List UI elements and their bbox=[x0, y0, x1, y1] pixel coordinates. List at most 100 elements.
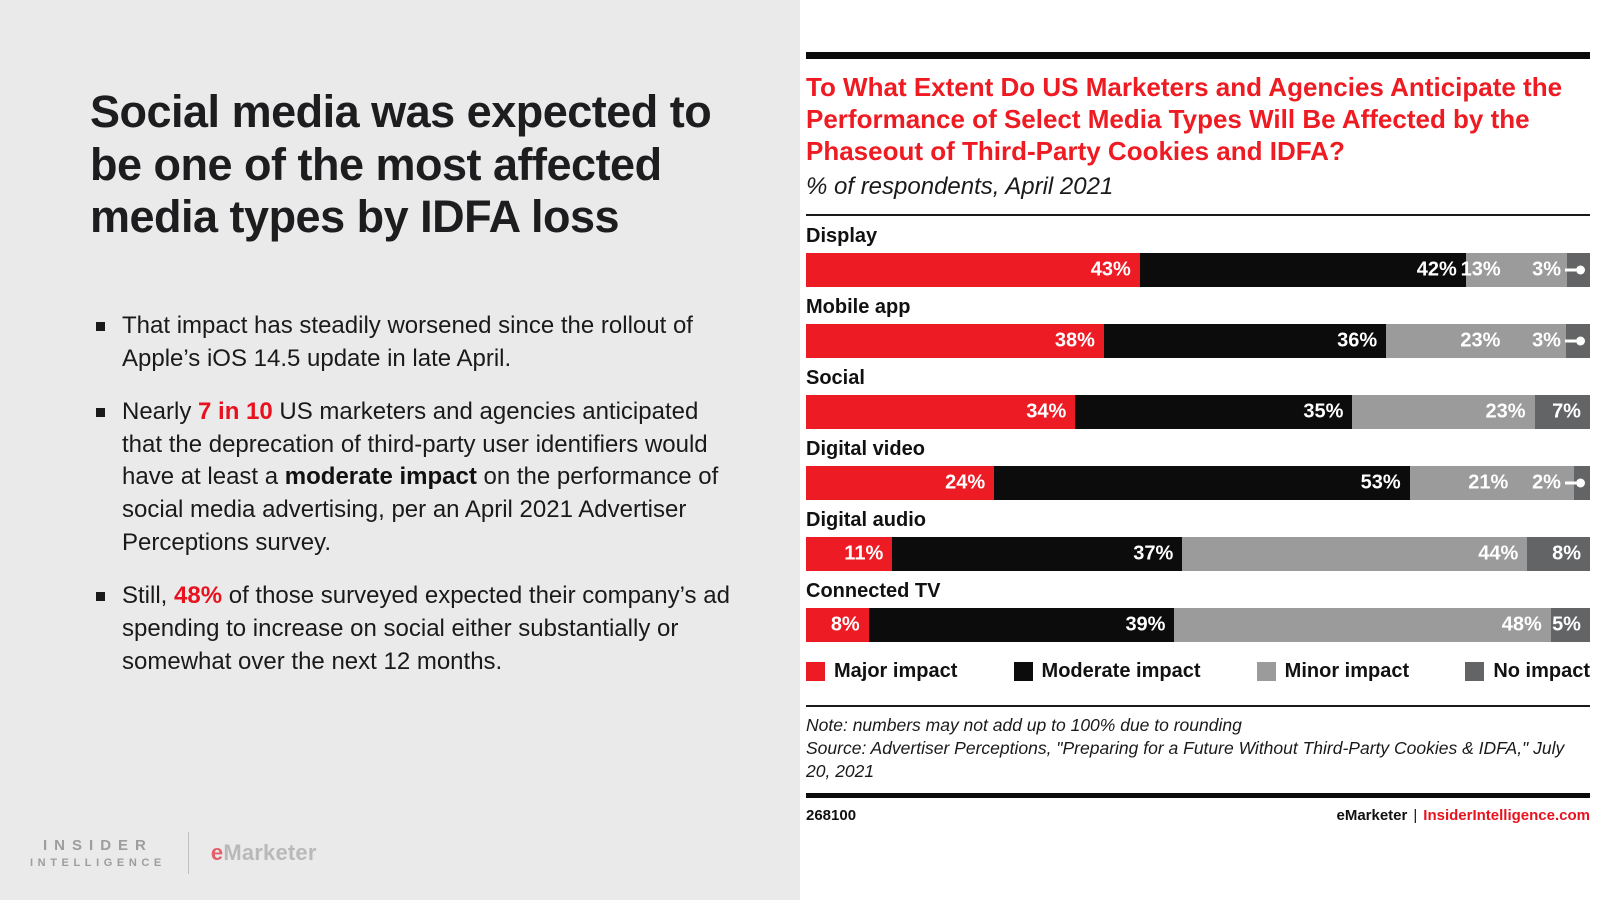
no-impact-callout: 2% bbox=[1532, 471, 1585, 494]
segment-value-label: 35% bbox=[1303, 400, 1344, 423]
source-line: Source: Advertiser Perceptions, "Prepari… bbox=[806, 737, 1565, 782]
segment-value-label: 11% bbox=[844, 542, 884, 565]
bar-segment-minor-impact: 23% bbox=[1352, 394, 1535, 429]
segment-value-label: 23% bbox=[1485, 400, 1526, 423]
bar-row: Digital video 24% 53% 21% 2% bbox=[806, 435, 1590, 500]
callout-dot-icon bbox=[1575, 336, 1585, 346]
callout-dot-icon bbox=[1575, 478, 1585, 488]
no-impact-callout: 3% bbox=[1532, 329, 1585, 352]
bar-segment-moderate-impact: 39% bbox=[868, 607, 1175, 642]
chart-title: To What Extent Do US Marketers and Agenc… bbox=[806, 72, 1563, 167]
legend-swatch-icon bbox=[806, 661, 825, 681]
no-impact-callout: 3% bbox=[1532, 258, 1585, 281]
bar-segment-moderate-impact: 42% bbox=[1139, 252, 1466, 287]
insider-intelligence-logo: INSIDER INTELLIGENCE bbox=[30, 837, 166, 869]
bar-row-label: Mobile app bbox=[806, 295, 911, 318]
bar-row-label: Connected TV bbox=[806, 579, 941, 602]
legend-swatch-icon bbox=[1465, 661, 1485, 681]
emarketer-logo-text: Marketer bbox=[223, 840, 317, 865]
bar-row-label: Digital audio bbox=[806, 508, 926, 531]
bullet-list: That impact has steadily worsened since … bbox=[96, 310, 744, 679]
bar-segment-major-impact: 24% bbox=[806, 465, 995, 500]
chart-subtitle: % of respondents, April 2021 bbox=[806, 172, 1114, 200]
bar-segment-major-impact: 38% bbox=[806, 323, 1104, 358]
footer-insiderintelligence: InsiderIntelligence.com bbox=[1423, 806, 1590, 824]
bar-row: Display 43% 42% 13% 3% bbox=[806, 222, 1590, 287]
stacked-bar: 34% 35% 23% 7% bbox=[806, 394, 1590, 429]
legend-label: Minor impact bbox=[1284, 659, 1410, 682]
chart-panel: To What Extent Do US Marketers and Agenc… bbox=[800, 0, 1600, 900]
logo-divider bbox=[187, 832, 189, 874]
bar-segment-no-impact: 3% bbox=[1532, 252, 1590, 287]
segment-value-label: 13% bbox=[1460, 258, 1501, 281]
legend-item: Moderate impact bbox=[1013, 659, 1201, 683]
bar-segment-no-impact: 7% bbox=[1534, 394, 1590, 429]
bar-segment-moderate-impact: 53% bbox=[994, 465, 1410, 500]
legend-label: No impact bbox=[1493, 659, 1590, 682]
legend-item: Major impact bbox=[806, 660, 957, 683]
bar-segment-major-impact: 11% bbox=[806, 536, 893, 571]
insider-logo-line2: INTELLIGENCE bbox=[30, 857, 166, 869]
bar-segment-major-impact: 34% bbox=[806, 394, 1076, 429]
legend-label: Moderate impact bbox=[1041, 659, 1201, 682]
slide-headline: Social media was expected to be one of t… bbox=[90, 86, 712, 243]
segment-value-label: 43% bbox=[1090, 258, 1131, 281]
chart-notes: Note: numbers may not add up to 100% due… bbox=[806, 714, 1590, 784]
segment-value-label: 8% bbox=[830, 613, 860, 636]
legend-item: Minor impact bbox=[1256, 659, 1410, 683]
stacked-bar-chart: Display 43% 42% 13% 3% Mobile app 38% 36% 23% 3% S… bbox=[806, 222, 1590, 642]
segment-value-label: 5% bbox=[1552, 613, 1581, 636]
callout-dot-icon bbox=[1575, 265, 1585, 275]
chart-footer: 268100 eMarketer | InsiderIntelligence.com bbox=[806, 807, 1590, 824]
segment-value-label: 53% bbox=[1360, 471, 1401, 494]
bar-segment-no-impact: 2% bbox=[1532, 465, 1590, 500]
segment-value-label: 24% bbox=[945, 471, 986, 494]
emarketer-logo-e: e bbox=[210, 840, 224, 865]
footer-emarketer: eMarketer bbox=[1336, 806, 1408, 824]
bar-segment-no-impact: 3% bbox=[1532, 323, 1590, 358]
bar-segment-minor-impact: 21% bbox=[1409, 465, 1575, 500]
segment-value-label: 34% bbox=[1026, 400, 1067, 423]
bar-segment-moderate-impact: 37% bbox=[892, 536, 1183, 571]
footer-brand: eMarketer | InsiderIntelligence.com bbox=[1336, 807, 1590, 824]
bar-row: Digital audio 11% 37% 44% 8% bbox=[806, 506, 1590, 571]
segment-value-label: 37% bbox=[1133, 542, 1174, 565]
legend-swatch-icon bbox=[1013, 661, 1033, 681]
segment-value-label: 48% bbox=[1501, 613, 1542, 636]
chart-id: 268100 bbox=[806, 806, 857, 824]
legend-swatch-icon bbox=[1256, 661, 1276, 681]
bar-row: Connected TV 8% 39% 48% 5% bbox=[806, 577, 1590, 642]
stacked-bar: 24% 53% 21% 2% bbox=[806, 465, 1590, 500]
footer-rule bbox=[806, 792, 1590, 798]
callout-line bbox=[1564, 339, 1576, 343]
bar-segment-no-impact: 5% bbox=[1550, 607, 1590, 642]
segment-value-label: 23% bbox=[1460, 329, 1501, 352]
segment-value-label: 38% bbox=[1054, 329, 1095, 352]
bar-segment-minor-impact: 23% bbox=[1386, 323, 1567, 358]
bullet-marker-icon bbox=[96, 321, 105, 331]
footer-pipe: | bbox=[1413, 806, 1418, 824]
segment-value-label: 21% bbox=[1468, 471, 1509, 494]
stacked-bar: 43% 42% 13% 3% bbox=[806, 252, 1590, 287]
bar-row: Social 34% 35% 23% 7% bbox=[806, 364, 1590, 429]
legend-item: No impact bbox=[1465, 660, 1590, 683]
bar-row-label: Digital video bbox=[806, 437, 925, 460]
callout-line bbox=[1564, 481, 1576, 485]
bar-row-label: Display bbox=[806, 224, 878, 247]
bar-segment-no-impact: 8% bbox=[1527, 536, 1590, 571]
stacked-bar: 38% 36% 23% 3% bbox=[806, 323, 1590, 358]
insider-logo-line1: INSIDER bbox=[43, 837, 153, 854]
bar-segment-major-impact: 8% bbox=[806, 607, 869, 642]
bullet-marker-icon bbox=[96, 407, 105, 417]
callout-line bbox=[1564, 268, 1576, 272]
segment-value-label: 7% bbox=[1552, 400, 1581, 423]
bar-segment-major-impact: 43% bbox=[806, 252, 1140, 287]
emarketer-logo: eMarketer bbox=[211, 840, 317, 866]
bar-segment-minor-impact: 13% bbox=[1461, 252, 1567, 287]
bullet-item: That impact has steadily worsened since … bbox=[96, 310, 744, 376]
subtitle-rule bbox=[806, 213, 1590, 216]
bar-segment-moderate-impact: 36% bbox=[1103, 323, 1387, 358]
bar-segment-minor-impact: 44% bbox=[1182, 536, 1528, 571]
segment-value-label: 8% bbox=[1552, 542, 1581, 565]
segment-value-label: 42% bbox=[1416, 258, 1457, 281]
